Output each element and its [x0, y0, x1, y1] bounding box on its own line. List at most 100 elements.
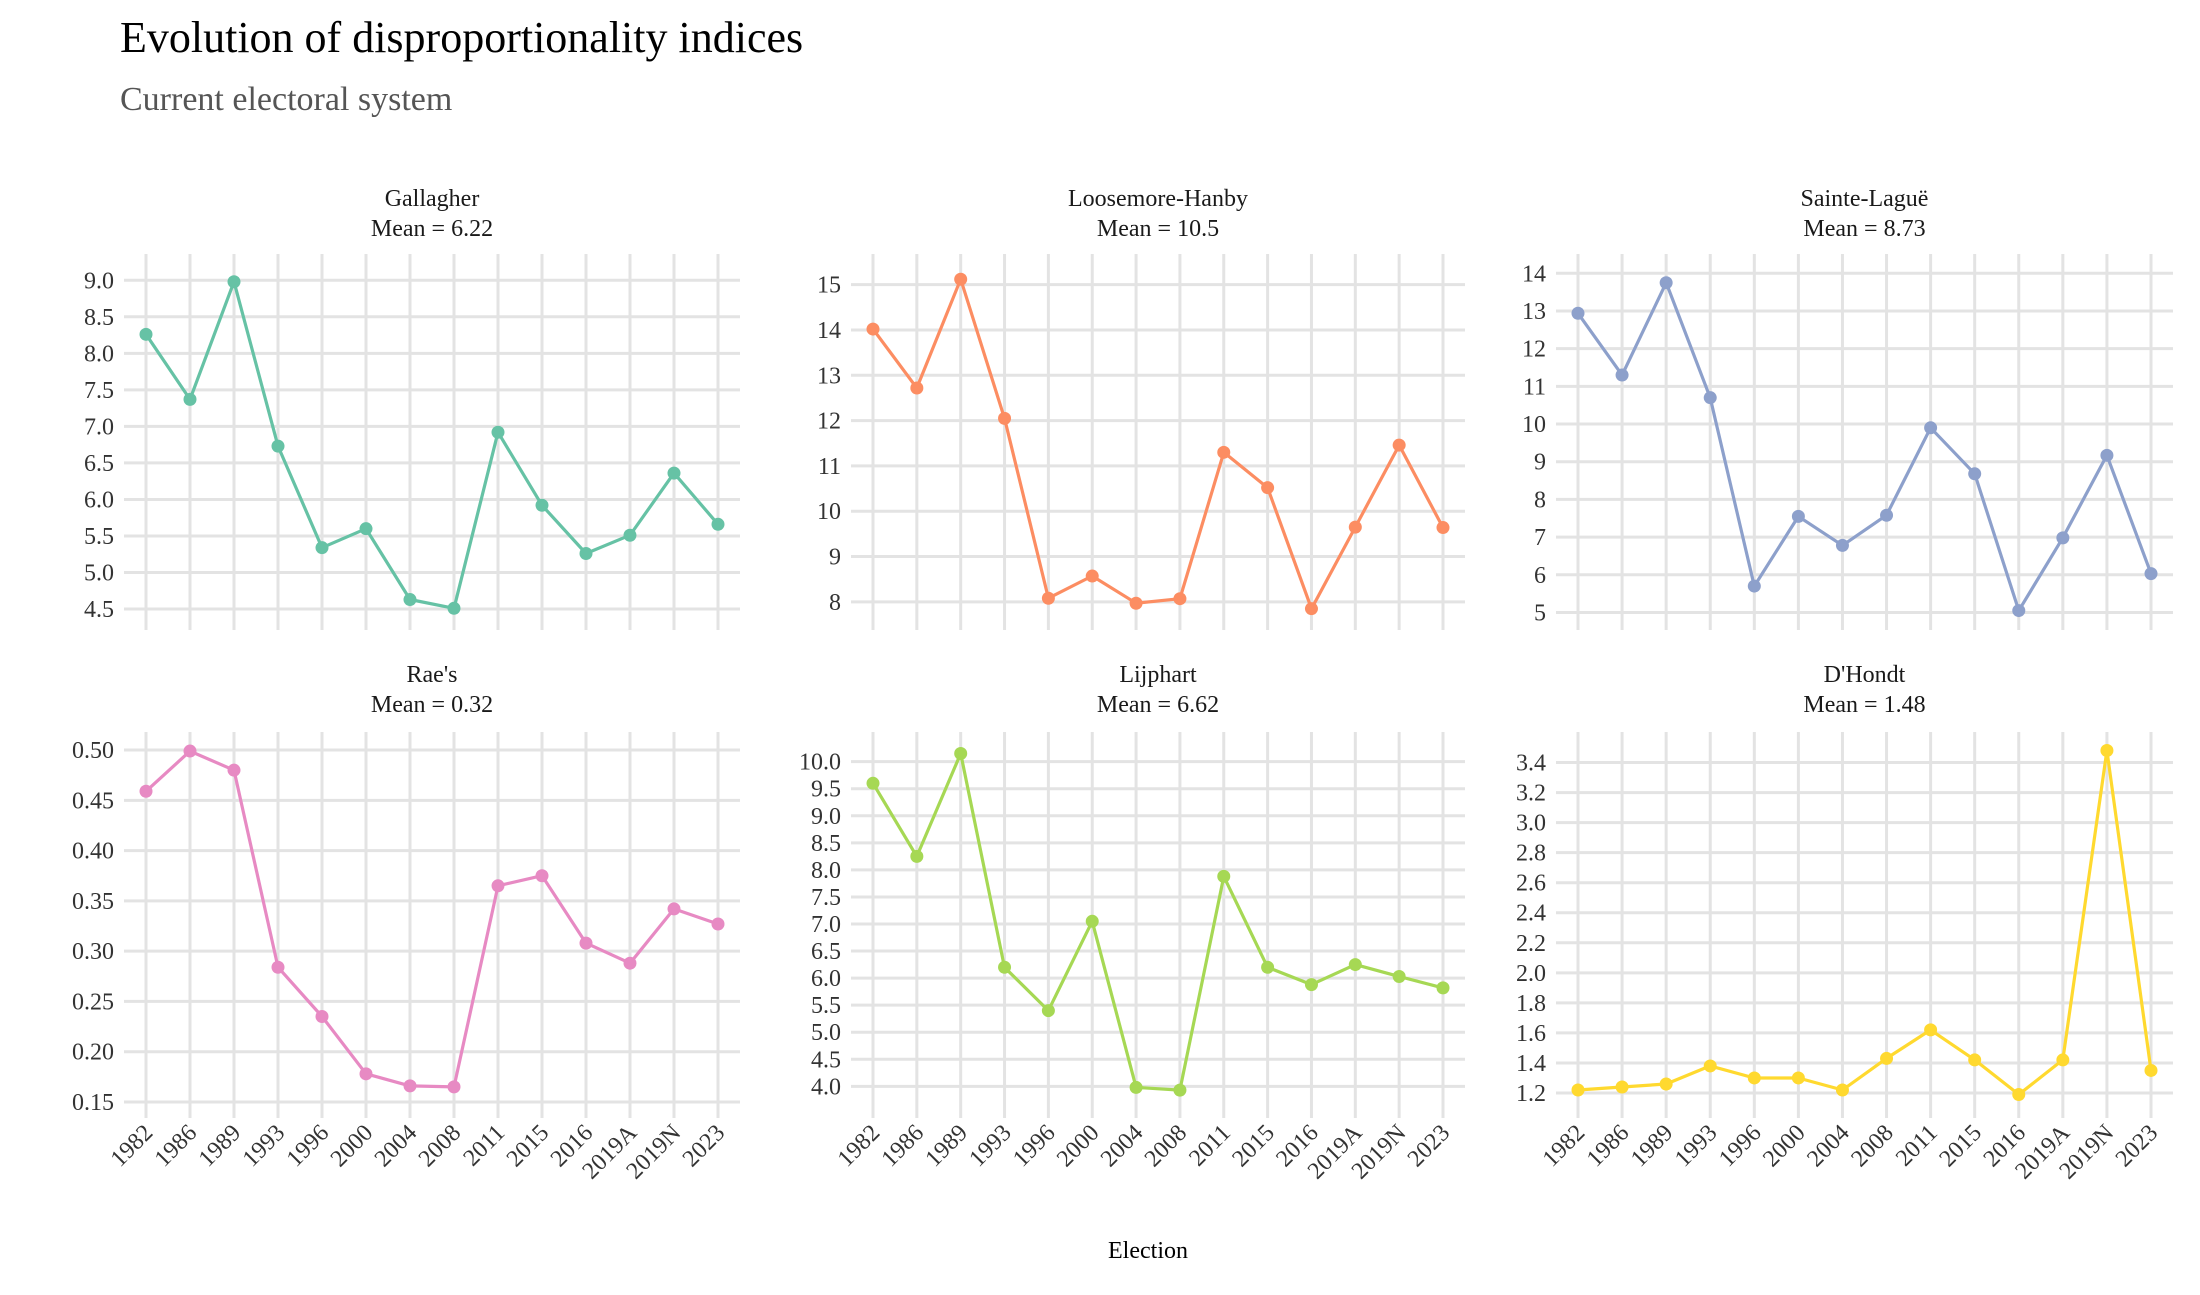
x-tick-label: 1993	[964, 1120, 1016, 1172]
data-point	[998, 960, 1012, 974]
data-point	[2100, 448, 2114, 462]
y-tick-label: 1.2	[1516, 1081, 1546, 1107]
data-point	[954, 747, 968, 761]
data-point	[1703, 391, 1717, 405]
data-point	[491, 879, 505, 893]
y-tick-label: 0.30	[72, 939, 114, 965]
data-point	[2056, 1053, 2070, 1067]
x-tick-label: 2008	[414, 1120, 466, 1172]
y-tick-label: 8.5	[84, 305, 114, 331]
y-tick-label: 9.0	[811, 804, 841, 830]
y-tick-label: 8	[1534, 487, 1546, 513]
x-axis-label: Election	[1108, 1238, 1188, 1264]
y-tick-label: 14	[817, 318, 841, 344]
data-point	[1835, 538, 1849, 552]
data-point	[1703, 1059, 1717, 1073]
data-point	[1615, 368, 1629, 382]
data-point	[183, 392, 197, 406]
y-tick-label: 12	[817, 409, 841, 435]
data-point	[1615, 1080, 1629, 1094]
series-line	[1577, 748, 2153, 1097]
y-tick-label: 4.5	[84, 597, 114, 623]
x-tick-label: 2015	[1228, 1120, 1280, 1172]
data-point	[1968, 467, 1982, 481]
x-tick-label: 1989	[194, 1120, 246, 1172]
panel-d-hondt: D'Hondt Mean = 1.48 1.2 1.4 1.6 1.8 2.0 2.2 2.4 2…	[1516, 662, 2173, 1184]
data-point	[1436, 521, 1450, 535]
y-tick-label: 7.0	[84, 414, 114, 440]
x-tick-label: 2008	[1846, 1120, 1898, 1172]
data-point	[227, 763, 241, 777]
data-point	[1968, 1053, 1982, 1067]
panel-mean-label: Mean = 0.32	[371, 692, 493, 718]
data-point	[1261, 960, 1275, 974]
data-point	[711, 517, 725, 531]
panel-rae-s: Rae's Mean = 0.32 0.15 0.20 0.25 0.30 0.35 0.40…	[72, 662, 740, 1184]
data-point	[447, 1080, 461, 1094]
data-point	[447, 601, 461, 615]
data-point	[998, 411, 1012, 425]
data-point	[711, 917, 725, 931]
data-point	[315, 541, 329, 555]
y-tick-label: 0.35	[72, 889, 114, 915]
data-point	[954, 272, 968, 286]
y-tick-label: 14	[1522, 261, 1546, 287]
data-point	[2144, 567, 2158, 581]
y-tick-label: 2.4	[1516, 901, 1546, 927]
data-point	[1392, 969, 1406, 983]
y-tick-label: 3.2	[1516, 781, 1546, 807]
x-tick-label: 2011	[1891, 1120, 1943, 1172]
data-point	[1747, 579, 1761, 593]
y-tick-label: 6.0	[811, 966, 841, 992]
data-point	[1217, 445, 1231, 459]
x-tick-label: 2023	[2111, 1120, 2163, 1172]
y-tick-label: 5.5	[84, 524, 114, 550]
panel-mean-label: Mean = 1.48	[1803, 692, 1925, 718]
data-point	[1217, 869, 1231, 883]
panel-gallagher: Gallagher Mean = 6.22 4.5 5.0 5.5 6.0 6.5 7.0 7.…	[84, 186, 740, 630]
data-point	[1924, 421, 1938, 435]
data-point	[139, 327, 153, 341]
y-tick-label: 7.5	[84, 378, 114, 404]
x-tick-label: 1996	[1714, 1120, 1766, 1172]
panel-title: Lijphart	[1119, 662, 1197, 688]
data-point	[579, 547, 593, 561]
panel-mean-label: Mean = 10.5	[1097, 216, 1219, 242]
y-tick-label: 5.0	[811, 1020, 841, 1046]
data-point	[2012, 604, 2026, 618]
y-tick-label: 7.0	[811, 912, 841, 938]
data-point	[667, 902, 681, 916]
data-point	[491, 425, 505, 439]
data-point	[1835, 1083, 1849, 1097]
y-tick-label: 0.15	[72, 1090, 114, 1116]
data-point	[1304, 602, 1318, 616]
y-tick-label: 10	[817, 499, 841, 525]
chart-subtitle: Current electoral system	[120, 81, 452, 118]
x-tick-label: 1993	[238, 1120, 290, 1172]
x-tick-label: 2004	[1096, 1120, 1148, 1172]
data-point	[1791, 1071, 1805, 1085]
data-point	[2144, 1063, 2158, 1077]
panel-title: Loosemore-Hanby	[1068, 186, 1248, 212]
panel-sainte-lagu: Sainte-Laguë Mean = 8.73 5 6 7 8 9 10 11 12 13 14	[1522, 186, 2173, 630]
y-tick-label: 11	[1523, 374, 1546, 400]
data-point	[1880, 1051, 1894, 1065]
x-tick-label: 1986	[150, 1120, 202, 1172]
data-point	[271, 960, 285, 974]
x-tick-label: 1986	[877, 1120, 929, 1172]
data-point	[183, 744, 197, 758]
data-point	[403, 593, 417, 607]
data-point	[1880, 508, 1894, 522]
data-point	[1173, 592, 1187, 606]
panel-lijphart: Lijphart Mean = 6.62 4.04.55.05.56.06.57.0…	[799, 662, 1465, 1184]
panel-mean-label: Mean = 8.73	[1803, 216, 1925, 242]
data-point	[1659, 276, 1673, 290]
panel-title: Rae's	[407, 662, 458, 688]
data-point	[359, 1067, 373, 1081]
y-tick-label: 8	[829, 590, 841, 616]
x-tick-label: 2011	[459, 1120, 511, 1172]
y-tick-label: 6.0	[84, 487, 114, 513]
chart-title: Evolution of disproportionality indices	[120, 13, 803, 62]
data-point	[866, 776, 880, 790]
panel-title: Sainte-Laguë	[1801, 186, 1929, 212]
